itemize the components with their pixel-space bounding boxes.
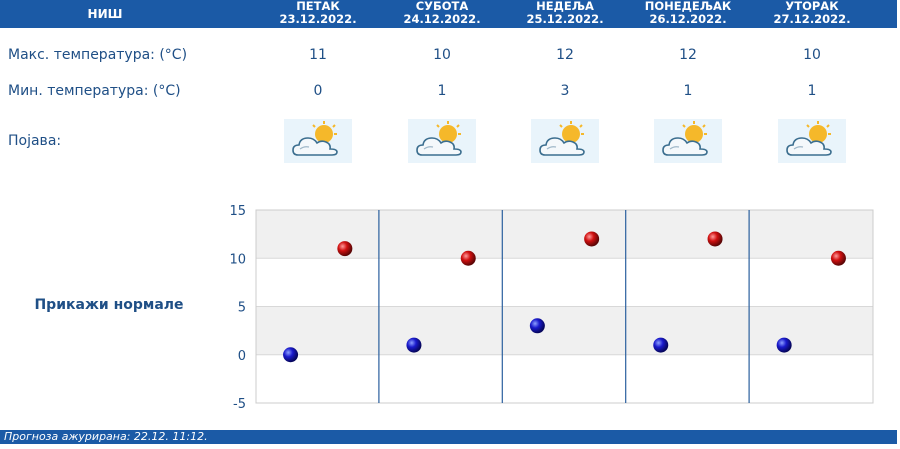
day-header-3: НЕДЕЉА 25.12.2022.: [503, 0, 627, 28]
partly-cloudy-sun-icon: [654, 119, 722, 163]
min-temp-value: 1: [437, 83, 447, 99]
partly-cloudy-sun-icon: [284, 119, 352, 163]
chart-band: [256, 258, 873, 307]
max-temp-point: [337, 241, 353, 257]
min-temp-value: 1: [683, 83, 693, 99]
max-temp-point: [460, 250, 476, 266]
day-date: 26.12.2022.: [649, 12, 727, 26]
max-temp-label: Макс. температура: (°C): [8, 47, 188, 63]
day-date: 24.12.2022.: [403, 12, 481, 26]
y-tick-label: 10: [229, 252, 246, 267]
min-temp-value: 0: [313, 83, 323, 99]
day-name: ПЕТАК: [296, 0, 340, 13]
day-header-5: УТОРАК 27.12.2022.: [750, 0, 874, 28]
chart-band: [256, 354, 873, 403]
y-tick-label: 0: [238, 349, 246, 364]
y-tick-label: -5: [233, 397, 246, 412]
update-footer: Прогноза ажурирана: 22.12. 11:12.: [0, 430, 897, 444]
partly-cloudy-sun-icon: [778, 119, 846, 163]
day-date: 27.12.2022.: [773, 12, 851, 26]
day-header-1: ПЕТАК 23.12.2022.: [256, 0, 380, 28]
max-temp-value: 12: [679, 47, 697, 63]
y-tick-label: 15: [229, 204, 246, 219]
update-timestamp: Прогноза ажурирана: 22.12. 11:12.: [4, 430, 208, 443]
chart-band: [256, 210, 873, 259]
min-temp-point: [283, 347, 299, 363]
min-temp-point: [529, 318, 545, 334]
min-temp-value: 1: [807, 83, 817, 99]
chart-band: [256, 306, 873, 355]
partly-cloudy-sun-icon: [531, 119, 599, 163]
temperature-chart: 15 10 5 0 -5: [229, 204, 874, 412]
day-date: 25.12.2022.: [526, 12, 604, 26]
max-temp-point: [584, 231, 600, 247]
day-name: НЕДЕЉА: [536, 0, 594, 13]
forecast-header: НИШ ПЕТАК 23.12.2022. СУБОТА 24.12.2022.…: [0, 0, 897, 28]
day-name: ПОНЕДЕЉАК: [644, 0, 732, 13]
min-temp-point: [406, 337, 422, 353]
min-temp-label: Мин. температура: (°C): [8, 83, 181, 99]
y-tick-label: 5: [238, 301, 246, 316]
show-normals-link[interactable]: Прикажи нормале: [34, 297, 184, 313]
day-date: 23.12.2022.: [279, 12, 357, 26]
max-temp-value: 10: [803, 47, 821, 63]
partly-cloudy-sun-icon: [408, 119, 476, 163]
chart-border: [255, 209, 874, 404]
city-name: НИШ: [87, 7, 123, 21]
day-header-2: СУБОТА 24.12.2022.: [380, 0, 504, 28]
min-temp-point: [653, 337, 669, 353]
day-name: УТОРАК: [785, 0, 839, 13]
day-name: СУБОТА: [415, 0, 469, 13]
max-temp-point: [707, 231, 723, 247]
min-temp-point: [776, 337, 792, 353]
day-header-4: ПОНЕДЕЉАК 26.12.2022.: [626, 0, 750, 28]
phenomenon-label: Појава:: [8, 133, 62, 149]
max-temp-value: 10: [433, 47, 451, 63]
max-temp-value: 12: [556, 47, 574, 63]
max-temp-value: 11: [309, 47, 327, 63]
max-temp-point: [830, 250, 846, 266]
min-temp-value: 3: [560, 83, 570, 99]
